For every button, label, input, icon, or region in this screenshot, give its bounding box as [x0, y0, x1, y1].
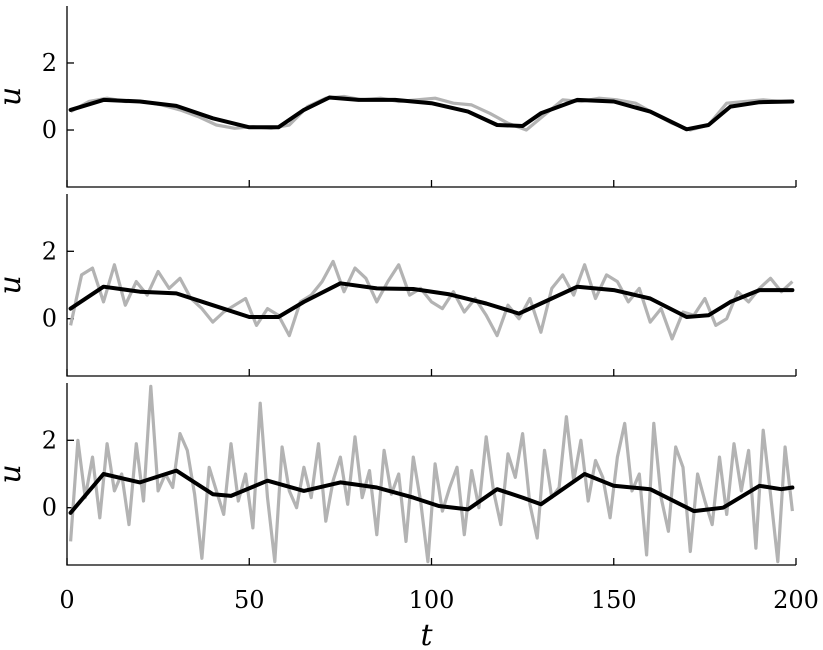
y-axis-label: u: [0, 87, 28, 106]
y-tick-label: 0: [42, 305, 57, 333]
x-tick-label: 100: [409, 586, 455, 614]
series-line-smooth: [68, 95, 795, 132]
x-tick-label: 50: [234, 586, 265, 614]
x-tick-label: 150: [591, 586, 637, 614]
y-axis-label: u: [0, 275, 28, 294]
x-axis-label: t: [420, 618, 433, 650]
y-tick-label: 2: [42, 237, 57, 265]
series-line-smooth: [68, 468, 795, 515]
series-line-noisy: [69, 259, 794, 341]
y-tick-label: 2: [42, 426, 57, 454]
x-tick-label: 0: [59, 586, 74, 614]
y-tick-label: 0: [42, 116, 57, 144]
axis-frame: [66, 194, 796, 377]
subplot-top: 0 2u: [0, 6, 797, 188]
axis-frame: [66, 383, 796, 566]
axis-frame: [66, 6, 796, 188]
x-tick-label: 200: [773, 586, 819, 614]
y-axis-label: u: [0, 464, 28, 483]
subplot-bottom: 0 50 100 150 200 0 2u t: [0, 383, 819, 650]
y-tick-label: 2: [42, 49, 57, 77]
series-line-smooth: [68, 281, 795, 319]
series-line-noisy: [69, 384, 794, 564]
subplot-middle: 0 2u: [0, 194, 797, 377]
y-tick-label: 0: [42, 494, 57, 522]
